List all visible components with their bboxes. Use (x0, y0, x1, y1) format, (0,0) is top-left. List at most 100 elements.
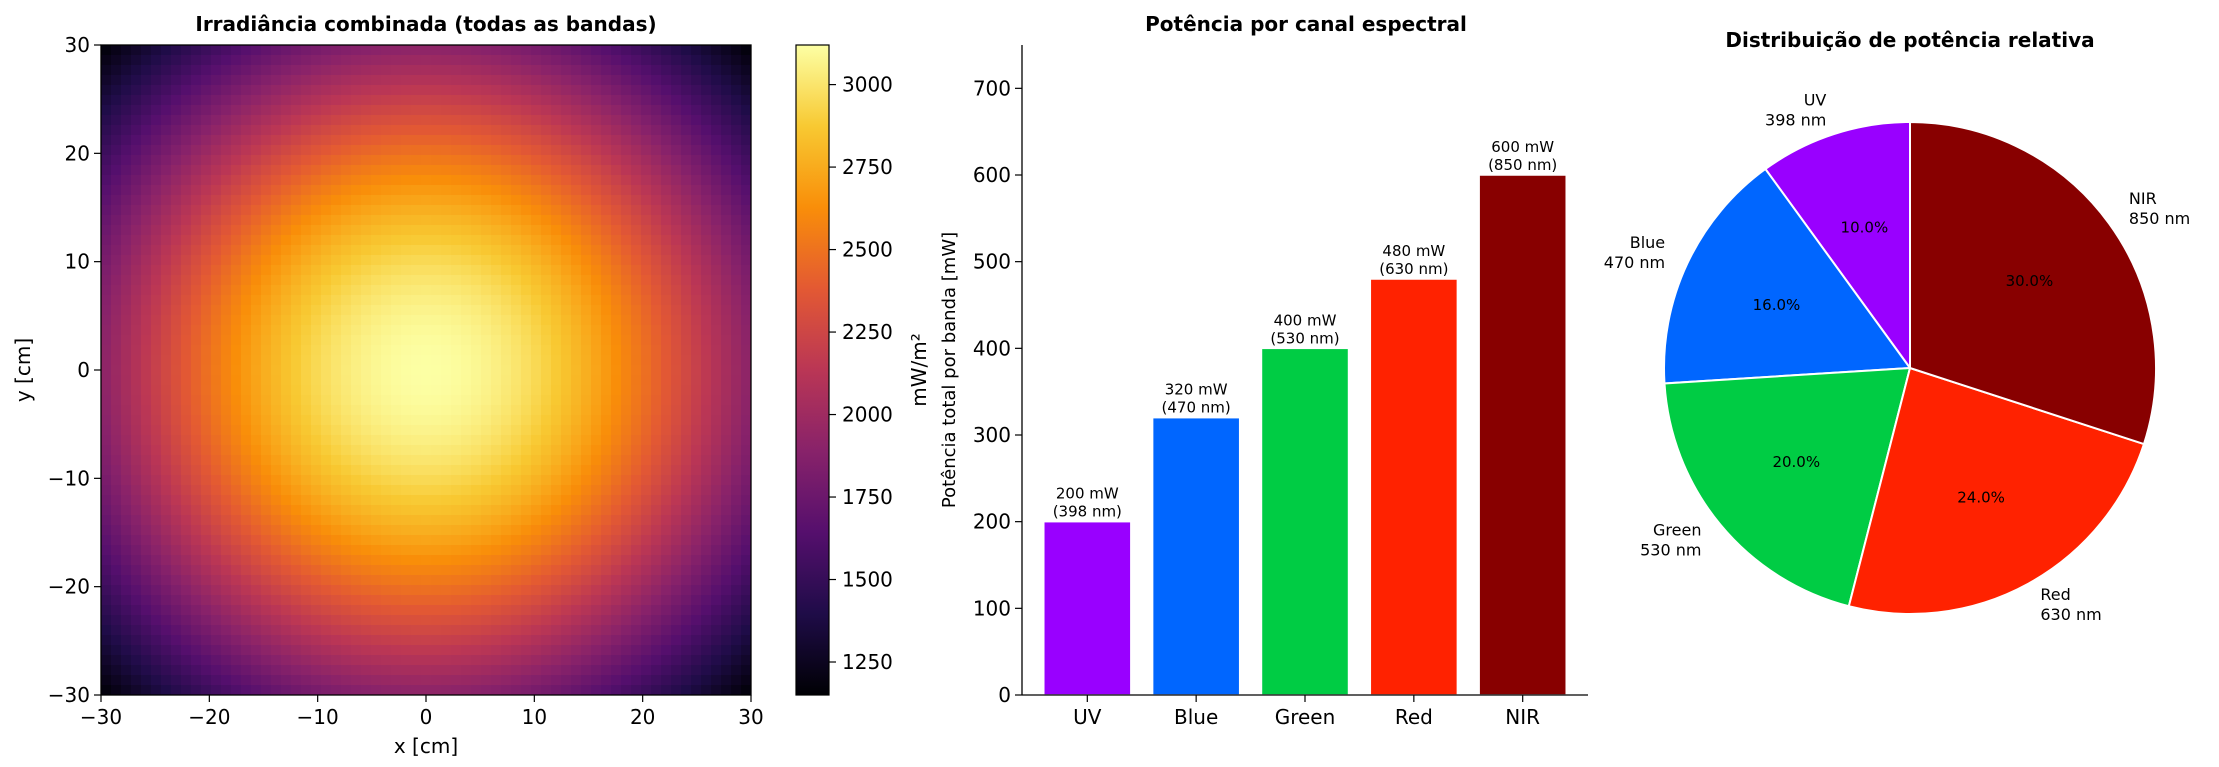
heatmap-cell (121, 435, 132, 446)
heatmap-cell (321, 395, 332, 406)
heatmap-cell (691, 555, 702, 566)
heatmap-cell (221, 125, 232, 136)
heatmap-cell (401, 325, 412, 336)
heatmap-cell (311, 485, 322, 496)
heatmap-cell (121, 325, 132, 336)
heatmap-cell (521, 175, 532, 186)
heatmap-cell (301, 625, 312, 636)
heatmap-cell (341, 305, 352, 316)
heatmap-cell (391, 405, 402, 416)
heatmap-cell (251, 515, 262, 526)
heatmap-cell (341, 675, 352, 686)
heatmap-cell (491, 225, 502, 236)
heatmap-cell (461, 225, 472, 236)
heatmap-cell (541, 225, 552, 236)
heatmap-cell (721, 365, 732, 376)
heatmap-cell (341, 565, 352, 576)
heatmap-cell (461, 275, 472, 286)
heatmap-cell (661, 265, 672, 276)
heatmap-cell (691, 425, 702, 436)
heatmap-cell (481, 345, 492, 356)
heatmap-cell (581, 335, 592, 346)
heatmap-cell (201, 625, 212, 636)
heatmap-cell (431, 205, 442, 216)
heatmap-cell (731, 465, 742, 476)
heatmap-cell (521, 605, 532, 616)
heatmap-cell (551, 295, 562, 306)
heatmap-cell (311, 395, 322, 406)
heatmap-cell (611, 135, 622, 146)
heatmap-cell (231, 185, 242, 196)
heatmap-cell (171, 415, 182, 426)
heatmap-cell (131, 665, 142, 676)
heatmap-cell (671, 295, 682, 306)
heatmap-cell (191, 445, 202, 456)
heatmap-cell (341, 655, 352, 666)
heatmap-cell (611, 325, 622, 336)
heatmap-cell (301, 205, 312, 216)
heatmap-cell (511, 435, 522, 446)
heatmap-cell (261, 275, 272, 286)
heatmap-cell (151, 205, 162, 216)
heatmap-cell (401, 115, 412, 126)
heatmap-cell (171, 195, 182, 206)
heatmap-cell (571, 255, 582, 266)
heatmap-cell (631, 665, 642, 676)
heatmap-cell (561, 55, 572, 66)
heatmap-cell (241, 655, 252, 666)
heatmap-cell (541, 575, 552, 586)
heatmap-cell (741, 45, 751, 56)
heatmap-cell (461, 445, 472, 456)
heatmap-cell (411, 455, 422, 466)
heatmap-cell (471, 625, 482, 636)
heatmap-cell (451, 85, 462, 96)
heatmap-cell (161, 445, 172, 456)
heatmap-cell (311, 655, 322, 666)
heatmap-cell (351, 85, 362, 96)
heatmap-cell (611, 475, 622, 486)
heatmap-cell (521, 505, 532, 516)
heatmap-cell (331, 75, 342, 86)
heatmap-cell (391, 495, 402, 506)
heatmap-cell (421, 75, 432, 86)
heatmap-cell (271, 675, 282, 686)
heatmap-cell (281, 355, 292, 366)
heatmap-cell (271, 85, 282, 96)
heatmap-cell (411, 255, 422, 266)
heatmap-cell (621, 195, 632, 206)
heatmap-cell (351, 345, 362, 356)
heatmap-cell (641, 665, 652, 676)
heatmap-cell (471, 585, 482, 596)
heatmap-cell (281, 555, 292, 566)
heatmap-cell (161, 115, 172, 126)
heatmap-cell (611, 345, 622, 356)
heatmap-cell (561, 405, 572, 416)
heatmap-cell (461, 135, 472, 146)
heatmap-cell (491, 255, 502, 266)
heatmap-cell (231, 625, 242, 636)
heatmap-cell (111, 505, 122, 516)
heatmap-cell (401, 475, 412, 486)
heatmap-cell (421, 115, 432, 126)
heatmap-cell (731, 115, 742, 126)
heatmap-cell (731, 135, 742, 146)
heatmap-cell (711, 335, 722, 346)
heatmap-cell (461, 245, 472, 256)
heatmap-cell (231, 665, 242, 676)
heatmap-cell (221, 275, 232, 286)
heatmap-cell (581, 355, 592, 366)
heatmap-cell (501, 555, 512, 566)
heatmap-cell (141, 435, 152, 446)
heatmap-cell (711, 425, 722, 436)
heatmap-cell (171, 365, 182, 376)
heatmap-cell (261, 255, 272, 266)
heatmap-cell (561, 65, 572, 76)
heatmap-cell (681, 465, 692, 476)
heatmap-cell (361, 295, 372, 306)
heatmap-cell (591, 135, 602, 146)
heatmap-cell (541, 235, 552, 246)
heatmap-cell (281, 375, 292, 386)
heatmap-cell (531, 375, 542, 386)
heatmap-cell (371, 305, 382, 316)
heatmap-cell (481, 535, 492, 546)
